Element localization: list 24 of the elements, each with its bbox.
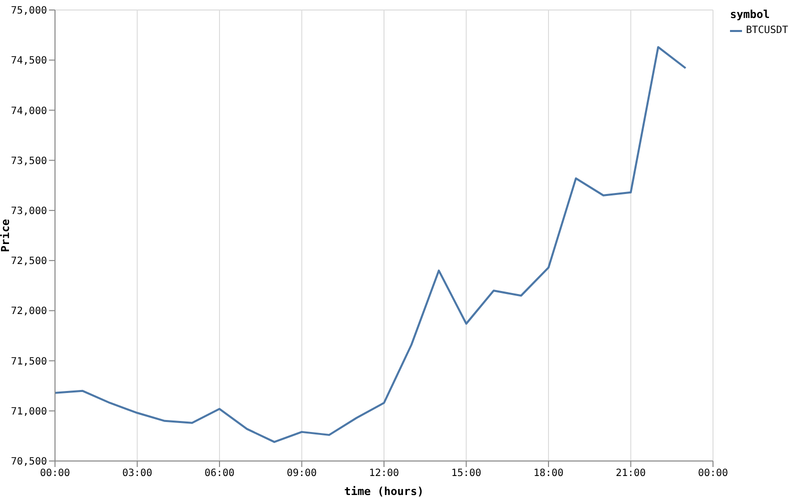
y-tick-label: 71,000 xyxy=(10,406,47,418)
x-tick-label: 15:00 xyxy=(451,468,482,480)
x-tick-label: 03:00 xyxy=(122,468,152,480)
y-axis-title: Price xyxy=(0,218,12,252)
y-tick-label: 74,500 xyxy=(10,56,47,67)
legend-title: symbol xyxy=(730,8,771,21)
y-tick-label: 73,000 xyxy=(10,206,47,217)
legend-label: BTCUSDT xyxy=(746,25,788,36)
y-tick-label: 72,000 xyxy=(10,306,47,318)
x-tick-label: 00:00 xyxy=(40,468,70,480)
y-tick-label: 71,500 xyxy=(10,356,47,368)
y-tick-label: 74,000 xyxy=(10,106,47,117)
x-tick-label: 12:00 xyxy=(368,468,400,480)
x-axis-title: time (hours) xyxy=(344,485,424,497)
y-tick-label: 70,500 xyxy=(10,456,47,468)
x-tick-label: 00:00 xyxy=(698,468,728,480)
line-series xyxy=(55,46,687,443)
y-tick-label: 75,000 xyxy=(10,6,47,17)
x-tick-label: 21:00 xyxy=(616,468,646,480)
x-tick-label: 18:00 xyxy=(533,468,564,480)
y-tick-label: 72,500 xyxy=(10,256,47,268)
y-tick-label: 73,500 xyxy=(10,156,47,167)
x-tick-label: 06:00 xyxy=(204,468,235,480)
x-tick-label: 09:00 xyxy=(286,468,317,480)
